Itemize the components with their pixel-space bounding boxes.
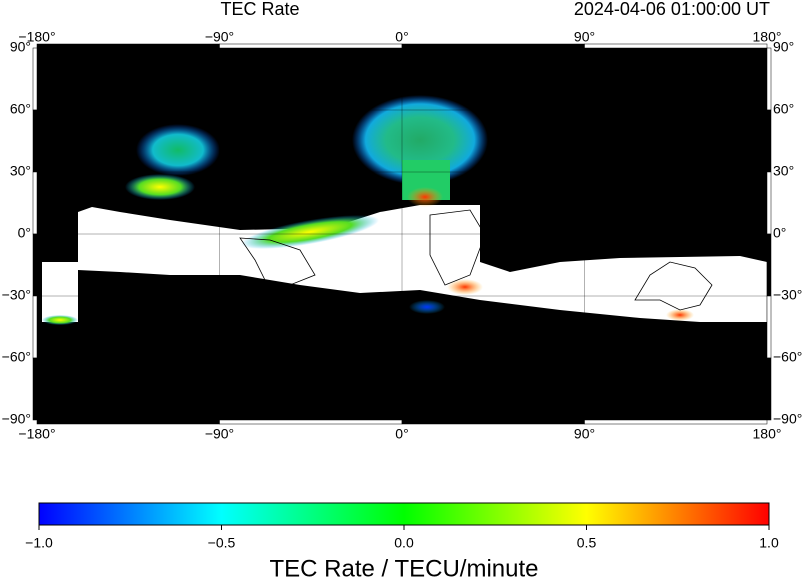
colorbar-tick-label: 0.5 — [577, 535, 597, 551]
lat-label: −60° — [773, 349, 802, 365]
frame-segment — [32, 171, 38, 235]
lat-label: 0° — [18, 225, 31, 241]
lat-label: 60° — [10, 101, 31, 117]
frame-segment — [32, 357, 38, 421]
coastline — [239, 209, 713, 311]
frame-segment — [401, 419, 585, 425]
frame-segment — [766, 109, 772, 173]
blob — [666, 309, 694, 321]
lon-label: 0° — [395, 426, 408, 442]
frame-segment — [32, 295, 38, 359]
lon-label: −90° — [205, 29, 234, 45]
frame-segment — [401, 43, 585, 49]
lat-label: −30° — [773, 287, 802, 303]
colorbar-tick-label: −0.5 — [208, 535, 236, 551]
frame-segment — [219, 419, 403, 425]
frame-segment — [584, 43, 768, 49]
lon-label: −180° — [18, 426, 55, 442]
frame-segment — [36, 43, 220, 49]
frame-segment — [766, 47, 772, 111]
frame: −180°−180°−90°−90°0°0°90°90°180°180°90° 9… — [2, 29, 803, 442]
lat-label: 30° — [773, 163, 794, 179]
frame-segment — [32, 233, 38, 297]
lon-label: 90° — [574, 29, 595, 45]
lat-label: −90° — [2, 411, 31, 427]
blob — [352, 95, 488, 185]
colorbar — [38, 502, 770, 526]
frame-segment — [766, 171, 772, 235]
frame-segment — [766, 233, 772, 297]
blob — [447, 279, 483, 295]
lon-label: 0° — [395, 29, 408, 45]
lat-label: 0° — [773, 225, 786, 241]
frame-segment — [584, 419, 768, 425]
lon-label: 180° — [753, 29, 782, 45]
frame-segment — [32, 47, 38, 111]
colorbar-ticks: −1.0 −0.5 0.0 0.5 1.0 — [25, 525, 779, 551]
lat-label: −30° — [2, 287, 31, 303]
lon-label: −180° — [18, 29, 55, 45]
lat-label: −90° — [773, 411, 802, 427]
frame-segment — [766, 295, 772, 359]
colorbar-label: TEC Rate / TECU/minute — [270, 555, 539, 580]
lat-label: 90° — [773, 39, 794, 55]
lon-label: 90° — [574, 426, 595, 442]
colorbar-tick-label: 0.0 — [394, 535, 414, 551]
title: TEC Rate — [220, 0, 299, 19]
lat-label: 60° — [773, 101, 794, 117]
timestamp: 2024-04-06 01:00:00 UT — [574, 0, 770, 19]
colorbar-tick-label: −1.0 — [25, 535, 53, 551]
lon-label: −90° — [205, 426, 234, 442]
colorbar-tick-label: 1.0 — [759, 535, 779, 551]
blob — [136, 124, 220, 176]
frame-segment — [219, 43, 403, 49]
lon-label: 180° — [753, 426, 782, 442]
lat-label: −60° — [2, 349, 31, 365]
lat-label: 30° — [10, 163, 31, 179]
frame-segment — [36, 419, 220, 425]
blob — [241, 215, 379, 249]
frame-segment — [32, 109, 38, 173]
blob — [125, 174, 195, 200]
blob — [407, 187, 443, 207]
frame-segment — [766, 357, 772, 421]
blob — [409, 300, 445, 314]
lat-label: 90° — [10, 39, 31, 55]
blob — [42, 315, 78, 325]
